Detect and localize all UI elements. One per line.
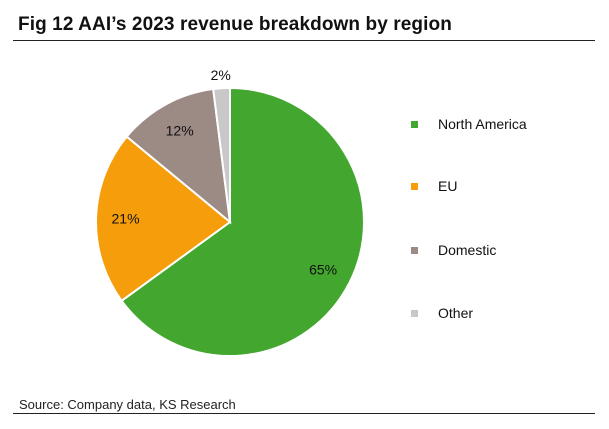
legend-item-eu: EU — [402, 176, 457, 196]
legend-swatch-north-america — [411, 120, 418, 128]
pie-slice-north-america — [120, 86, 365, 357]
source-note: Source: Company data, KS Research — [19, 397, 236, 412]
legend-swatch-eu — [411, 182, 418, 190]
data-label-eu: 21% — [112, 211, 140, 227]
legend-item-domestic: Domestic — [402, 240, 496, 260]
data-label-other: 2% — [211, 67, 231, 83]
legend-item-other: Other — [402, 303, 473, 323]
legend-item-north-america: North America — [402, 114, 527, 134]
footer-rule — [13, 413, 595, 414]
legend: North America EU Domestic Other — [402, 0, 602, 429]
legend-label-domestic: Domestic — [438, 242, 497, 258]
legend-swatch-domestic — [411, 246, 418, 254]
legend-label-eu: EU — [438, 178, 458, 194]
legend-label-other: Other — [438, 305, 474, 321]
data-label-domestic: 12% — [166, 122, 194, 138]
chart-title: Fig 12 AAI’s 2023 revenue breakdown by r… — [18, 14, 452, 35]
pie-slice-domestic — [125, 87, 232, 225]
legend-label-north-america: North America — [438, 116, 527, 132]
pie-slice-eu — [95, 135, 232, 303]
data-label-north-america: 65% — [309, 261, 337, 277]
title-rule — [13, 40, 595, 41]
legend-swatch-other — [411, 309, 418, 317]
pie-slice-other — [212, 86, 231, 223]
